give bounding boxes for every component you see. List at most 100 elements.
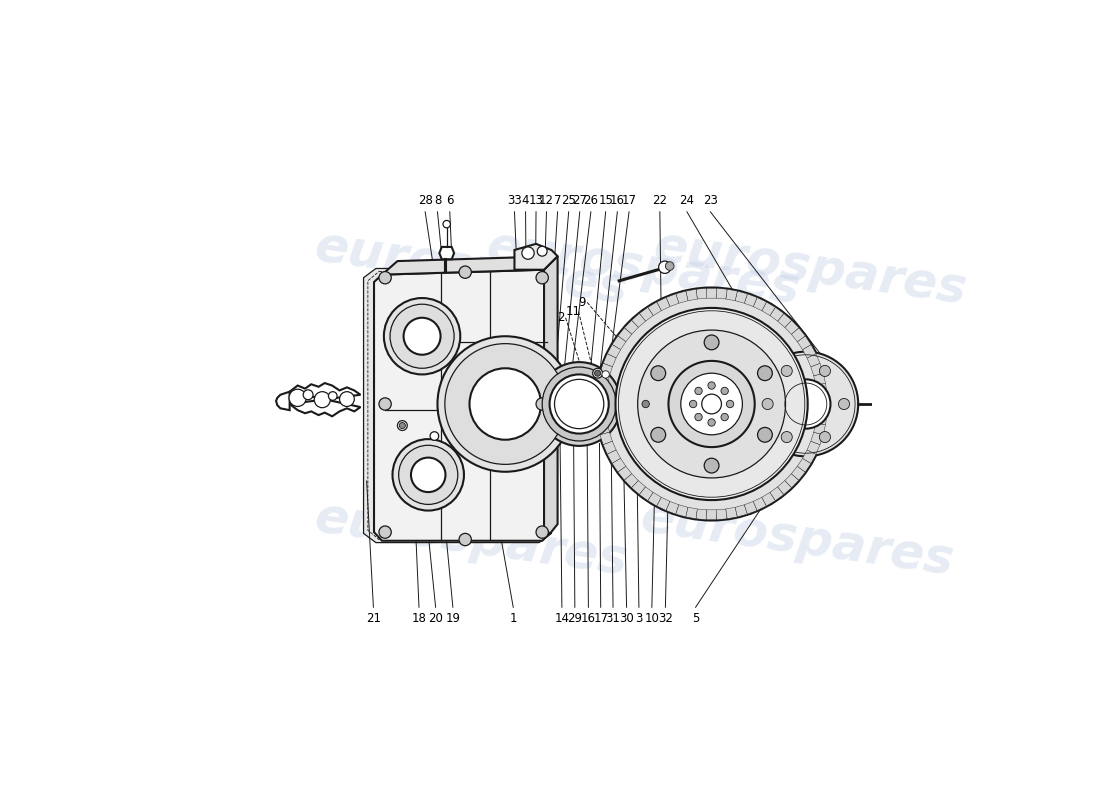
Polygon shape: [807, 354, 820, 366]
Text: 19: 19: [446, 612, 461, 625]
Circle shape: [289, 390, 306, 406]
Polygon shape: [613, 336, 626, 350]
Circle shape: [624, 421, 634, 430]
Text: 27: 27: [572, 194, 587, 207]
Circle shape: [704, 335, 719, 350]
Polygon shape: [696, 509, 707, 520]
Text: 17: 17: [621, 194, 637, 207]
Polygon shape: [600, 432, 613, 445]
Circle shape: [624, 410, 634, 420]
Polygon shape: [657, 298, 670, 310]
Circle shape: [758, 427, 772, 442]
Circle shape: [438, 336, 573, 472]
Polygon shape: [289, 383, 361, 416]
Polygon shape: [675, 291, 688, 303]
Text: 26: 26: [583, 194, 598, 207]
Polygon shape: [778, 314, 792, 327]
Circle shape: [378, 271, 392, 284]
Polygon shape: [814, 373, 825, 385]
Polygon shape: [770, 487, 784, 501]
Circle shape: [546, 382, 554, 390]
Text: eurospares: eurospares: [650, 222, 969, 314]
Circle shape: [708, 418, 715, 426]
Circle shape: [398, 446, 458, 505]
Circle shape: [537, 246, 547, 256]
Text: 9: 9: [579, 296, 586, 309]
Polygon shape: [706, 288, 717, 298]
Circle shape: [596, 288, 827, 520]
Circle shape: [536, 526, 548, 538]
Text: 5: 5: [692, 612, 700, 625]
Polygon shape: [791, 466, 805, 480]
Polygon shape: [735, 505, 747, 517]
Polygon shape: [803, 345, 816, 358]
Polygon shape: [631, 314, 646, 327]
Polygon shape: [382, 256, 558, 274]
Circle shape: [624, 378, 634, 387]
Polygon shape: [667, 294, 679, 306]
Polygon shape: [817, 404, 827, 414]
Text: 20: 20: [428, 612, 443, 625]
Polygon shape: [726, 290, 737, 301]
Polygon shape: [798, 458, 811, 472]
Polygon shape: [603, 354, 616, 366]
Circle shape: [444, 344, 565, 464]
Polygon shape: [596, 394, 606, 404]
Text: 13: 13: [529, 194, 543, 207]
Polygon shape: [811, 363, 823, 376]
Text: 2: 2: [557, 311, 564, 324]
Circle shape: [593, 368, 603, 378]
Text: 33: 33: [507, 194, 521, 207]
Circle shape: [838, 398, 849, 410]
Circle shape: [521, 247, 535, 259]
Circle shape: [781, 431, 792, 442]
Polygon shape: [685, 507, 697, 518]
Circle shape: [651, 427, 666, 442]
Circle shape: [651, 366, 666, 381]
Polygon shape: [811, 432, 823, 445]
Polygon shape: [803, 450, 816, 463]
Circle shape: [459, 534, 472, 546]
Text: 16: 16: [609, 194, 625, 207]
Polygon shape: [600, 363, 613, 376]
Circle shape: [820, 366, 830, 377]
Polygon shape: [762, 493, 776, 506]
Polygon shape: [754, 298, 767, 310]
Polygon shape: [745, 294, 757, 306]
Text: eurospares: eurospares: [638, 494, 957, 586]
Polygon shape: [648, 493, 661, 506]
Circle shape: [758, 366, 772, 381]
Text: 17: 17: [593, 612, 608, 625]
Circle shape: [616, 308, 807, 500]
Circle shape: [704, 458, 719, 473]
Polygon shape: [745, 502, 757, 514]
Polygon shape: [726, 507, 737, 518]
Circle shape: [781, 366, 792, 377]
Polygon shape: [597, 373, 609, 385]
Circle shape: [304, 390, 313, 400]
Polygon shape: [706, 510, 717, 520]
Ellipse shape: [283, 376, 366, 426]
Polygon shape: [618, 328, 631, 342]
Circle shape: [639, 398, 652, 410]
Circle shape: [690, 400, 696, 408]
Polygon shape: [816, 414, 827, 425]
Circle shape: [546, 390, 554, 399]
Circle shape: [378, 398, 392, 410]
Text: eurospares: eurospares: [311, 494, 630, 586]
Polygon shape: [618, 466, 631, 480]
Circle shape: [708, 382, 715, 390]
Circle shape: [537, 362, 621, 446]
Circle shape: [695, 387, 702, 394]
Text: 14: 14: [554, 612, 570, 625]
Polygon shape: [814, 423, 825, 435]
Circle shape: [642, 400, 649, 408]
Polygon shape: [639, 307, 653, 321]
Polygon shape: [657, 498, 670, 510]
Text: 8: 8: [433, 194, 441, 207]
Text: 32: 32: [658, 612, 673, 625]
Circle shape: [384, 298, 460, 374]
Text: 22: 22: [652, 194, 668, 207]
Circle shape: [681, 373, 742, 435]
Polygon shape: [596, 383, 607, 394]
